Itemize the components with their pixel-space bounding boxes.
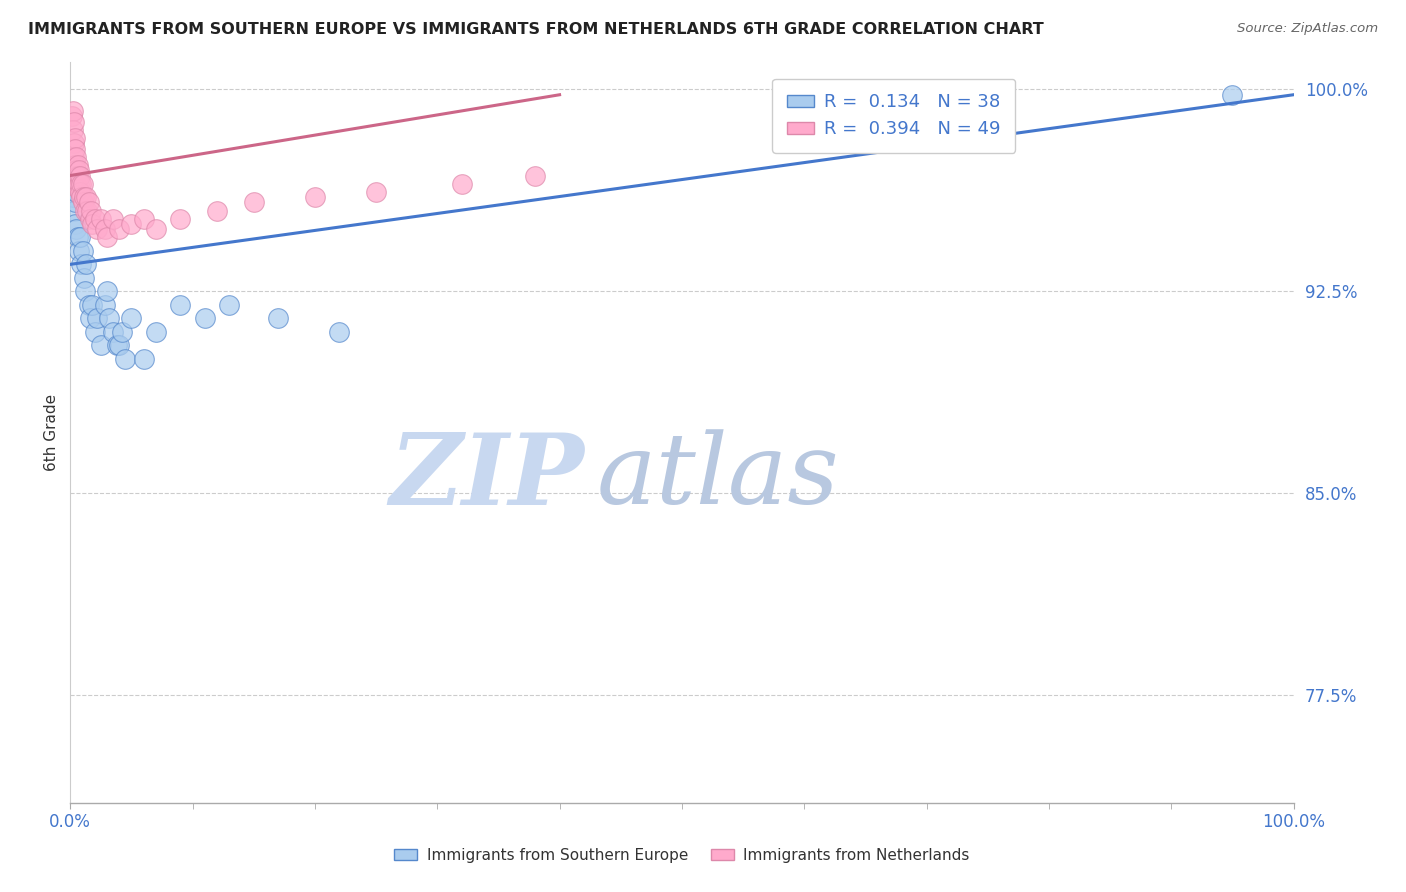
Text: Source: ZipAtlas.com: Source: ZipAtlas.com	[1237, 22, 1378, 36]
Point	[243, 195, 266, 210]
Point	[108, 338, 131, 352]
Point	[328, 325, 350, 339]
Point	[267, 311, 290, 326]
Point	[73, 285, 96, 299]
Point	[60, 109, 83, 123]
Point	[96, 230, 118, 244]
Point	[132, 351, 155, 366]
Point	[86, 311, 108, 326]
Point	[93, 222, 115, 236]
Point	[67, 244, 90, 258]
Point	[63, 142, 86, 156]
Point	[66, 230, 89, 244]
Point	[62, 103, 84, 118]
Point	[62, 190, 84, 204]
Point	[63, 131, 86, 145]
Point	[69, 185, 91, 199]
Point	[82, 298, 104, 312]
Point	[62, 122, 84, 136]
Point	[121, 311, 143, 326]
Point	[105, 338, 128, 352]
Point	[67, 163, 90, 178]
Point	[86, 222, 108, 236]
Point	[205, 203, 228, 218]
Point	[70, 257, 93, 271]
Point	[70, 190, 93, 204]
Point	[72, 195, 94, 210]
Point	[65, 150, 87, 164]
Point	[63, 158, 86, 172]
Point	[79, 311, 101, 326]
Point	[108, 222, 131, 236]
Point	[75, 257, 97, 271]
Point	[101, 211, 124, 226]
Point	[98, 311, 121, 326]
Point	[90, 211, 112, 226]
Point	[194, 311, 217, 326]
Point	[93, 298, 115, 312]
Point	[83, 211, 105, 226]
Point	[96, 285, 118, 299]
Point	[72, 177, 94, 191]
Point	[72, 244, 94, 258]
Point	[63, 150, 86, 164]
Point	[63, 136, 86, 151]
Point	[65, 169, 87, 183]
Point	[169, 211, 191, 226]
Point	[111, 325, 134, 339]
Point	[75, 190, 97, 204]
Point	[304, 190, 326, 204]
Text: ZIP: ZIP	[389, 429, 583, 525]
Point	[69, 169, 91, 183]
Point	[145, 325, 167, 339]
Point	[63, 203, 86, 218]
Point	[65, 163, 87, 178]
Point	[63, 217, 86, 231]
Point	[69, 230, 91, 244]
Point	[169, 298, 191, 312]
Point	[132, 211, 155, 226]
Point	[65, 185, 87, 199]
Y-axis label: 6th Grade: 6th Grade	[44, 394, 59, 471]
Point	[73, 190, 96, 204]
Point	[114, 351, 136, 366]
Point	[63, 177, 86, 191]
Text: atlas: atlas	[596, 429, 839, 524]
Point	[90, 338, 112, 352]
Point	[121, 217, 143, 231]
Point	[79, 211, 101, 226]
Point	[218, 298, 240, 312]
Legend: Immigrants from Southern Europe, Immigrants from Netherlands: Immigrants from Southern Europe, Immigra…	[388, 842, 976, 869]
Point	[66, 169, 89, 183]
Point	[63, 114, 86, 128]
Point	[76, 203, 98, 218]
Point	[70, 177, 93, 191]
Point	[145, 222, 167, 236]
Point	[66, 182, 89, 196]
Point	[83, 325, 105, 339]
Point	[65, 222, 87, 236]
Point	[77, 298, 100, 312]
Point	[82, 217, 104, 231]
Point	[366, 185, 388, 199]
Text: IMMIGRANTS FROM SOUTHERN EUROPE VS IMMIGRANTS FROM NETHERLANDS 6TH GRADE CORRELA: IMMIGRANTS FROM SOUTHERN EUROPE VS IMMIG…	[28, 22, 1043, 37]
Point	[101, 325, 124, 339]
Point	[65, 177, 87, 191]
Point	[63, 195, 86, 210]
Point	[450, 177, 472, 191]
Point	[66, 158, 89, 172]
Point	[73, 270, 96, 285]
Point	[67, 177, 90, 191]
Point	[1220, 87, 1243, 102]
Point	[77, 195, 100, 210]
Point	[524, 169, 547, 183]
Point	[80, 203, 103, 218]
Point	[73, 203, 96, 218]
